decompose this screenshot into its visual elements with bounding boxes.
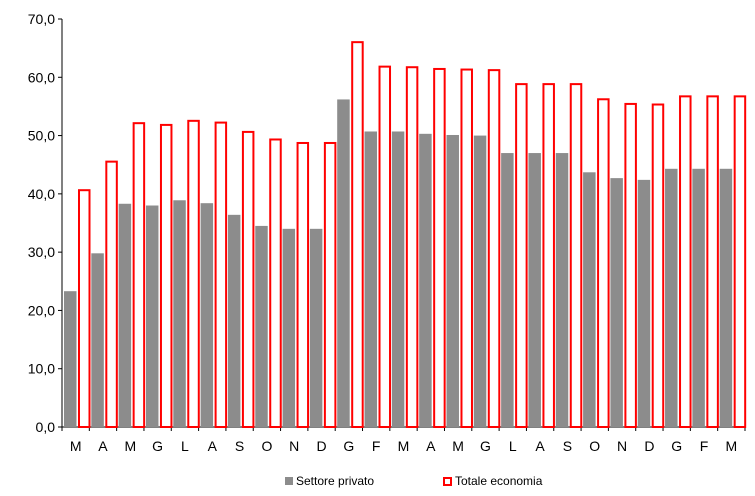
x-tick-label: A xyxy=(426,438,436,454)
bar-settore-privato xyxy=(64,291,77,427)
y-tick-label: 20,0 xyxy=(28,302,55,318)
x-tick-label: A xyxy=(98,438,108,454)
bar-totale-economia xyxy=(624,102,637,428)
x-tick-label: L xyxy=(509,438,517,454)
y-tick-label: 70,0 xyxy=(28,11,55,27)
legend-item-series-2: Totale economia xyxy=(443,474,542,488)
bar-settore-privato xyxy=(419,133,432,427)
bar-settore-privato xyxy=(555,153,569,428)
bar-settore-privato xyxy=(173,200,186,427)
bar-settore-privato xyxy=(719,168,733,427)
bar-totale-economia xyxy=(132,122,146,428)
x-tick-label: D xyxy=(316,438,326,454)
bar-totale-economia xyxy=(187,119,200,428)
x-tick-label: M xyxy=(452,438,464,454)
bar-settore-privato xyxy=(309,228,323,427)
bar-totale-economia xyxy=(159,123,173,429)
bar-settore-privato xyxy=(91,253,104,427)
legend: Settore privato Totale economia xyxy=(0,474,755,492)
bar-settore-privato xyxy=(337,99,350,427)
bar-totale-economia xyxy=(679,95,692,429)
bar-settore-privato xyxy=(227,214,241,427)
x-tick-label: F xyxy=(700,438,709,454)
x-tick-label: A xyxy=(535,438,545,454)
bar-settore-privato xyxy=(528,153,541,428)
bar-totale-economia xyxy=(241,130,255,428)
bar-totale-economia xyxy=(487,69,501,429)
bar-totale-economia xyxy=(515,83,528,428)
bar-totale-economia xyxy=(78,189,91,428)
bar-totale-economia xyxy=(597,98,610,428)
bar-totale-economia xyxy=(405,66,419,428)
bar-totale-economia xyxy=(296,141,310,429)
y-tick-label: 0,0 xyxy=(36,419,56,435)
x-tick-label: N xyxy=(289,438,299,454)
bar-settore-privato xyxy=(473,135,487,428)
legend-label-series-1: Settore privato xyxy=(296,474,375,488)
bar-settore-privato xyxy=(583,172,596,427)
bar-settore-privato xyxy=(446,134,459,427)
x-tick-label: O xyxy=(261,438,272,454)
legend-swatch-series-2 xyxy=(443,476,452,486)
bar-settore-privato xyxy=(501,153,514,428)
bar-settore-privato xyxy=(610,178,623,427)
bar-totale-economia xyxy=(269,138,282,428)
x-tick-label: N xyxy=(617,438,627,454)
bar-totale-economia xyxy=(433,67,446,429)
y-tick-label: 40,0 xyxy=(28,186,55,202)
x-tick-label: S xyxy=(235,438,244,454)
legend-item-series-1: Settore privato xyxy=(285,474,374,488)
bar-settore-privato xyxy=(255,225,268,427)
bar-totale-economia xyxy=(323,141,337,429)
x-tick-label: O xyxy=(589,438,600,454)
x-tick-label: L xyxy=(181,438,189,454)
x-tick-label: G xyxy=(671,438,682,454)
bar-totale-economia xyxy=(105,160,118,429)
x-tick-label: M xyxy=(70,438,82,454)
bar-settore-privato xyxy=(200,203,214,427)
x-tick-label: M xyxy=(398,438,410,454)
x-tick-label: G xyxy=(343,438,354,454)
x-tick-label: G xyxy=(152,438,163,454)
bar-totale-economia xyxy=(460,68,473,429)
bar-settore-privato xyxy=(282,228,296,427)
bar-settore-privato xyxy=(118,203,132,427)
bars xyxy=(64,41,747,429)
bar-totale-economia xyxy=(569,83,583,428)
bar-settore-privato xyxy=(637,179,651,427)
bar-totale-economia xyxy=(351,41,364,429)
x-tick-label: A xyxy=(208,438,218,454)
x-tick-label: G xyxy=(480,438,491,454)
legend-swatch-series-1 xyxy=(285,477,293,485)
x-tick-label: M xyxy=(726,438,738,454)
x-tick-label: F xyxy=(372,438,381,454)
bar-totale-economia xyxy=(378,65,392,428)
x-tick-label: D xyxy=(644,438,654,454)
bar-totale-economia xyxy=(733,95,747,429)
y-axis: 0,0 10,0 20,0 30,0 40,0 50,0 60,0 70,0 xyxy=(28,11,63,435)
legend-label-series-2: Totale economia xyxy=(455,474,543,488)
x-tick-label: M xyxy=(124,438,136,454)
bar-totale-economia xyxy=(651,103,665,428)
bar-settore-privato xyxy=(145,205,159,427)
bar-totale-economia xyxy=(214,121,228,428)
bar-settore-privato xyxy=(364,131,378,427)
y-tick-label: 30,0 xyxy=(28,244,55,260)
y-tick-label: 10,0 xyxy=(28,361,55,377)
x-tick-label: S xyxy=(563,438,572,454)
bar-totale-economia xyxy=(706,95,719,429)
bar-totale-economia xyxy=(542,83,555,428)
bar-settore-privato xyxy=(391,131,405,427)
bar-settore-privato xyxy=(665,168,678,427)
y-tick-label: 60,0 xyxy=(28,69,55,85)
bar-settore-privato xyxy=(692,168,705,427)
y-tick-label: 50,0 xyxy=(28,128,55,144)
